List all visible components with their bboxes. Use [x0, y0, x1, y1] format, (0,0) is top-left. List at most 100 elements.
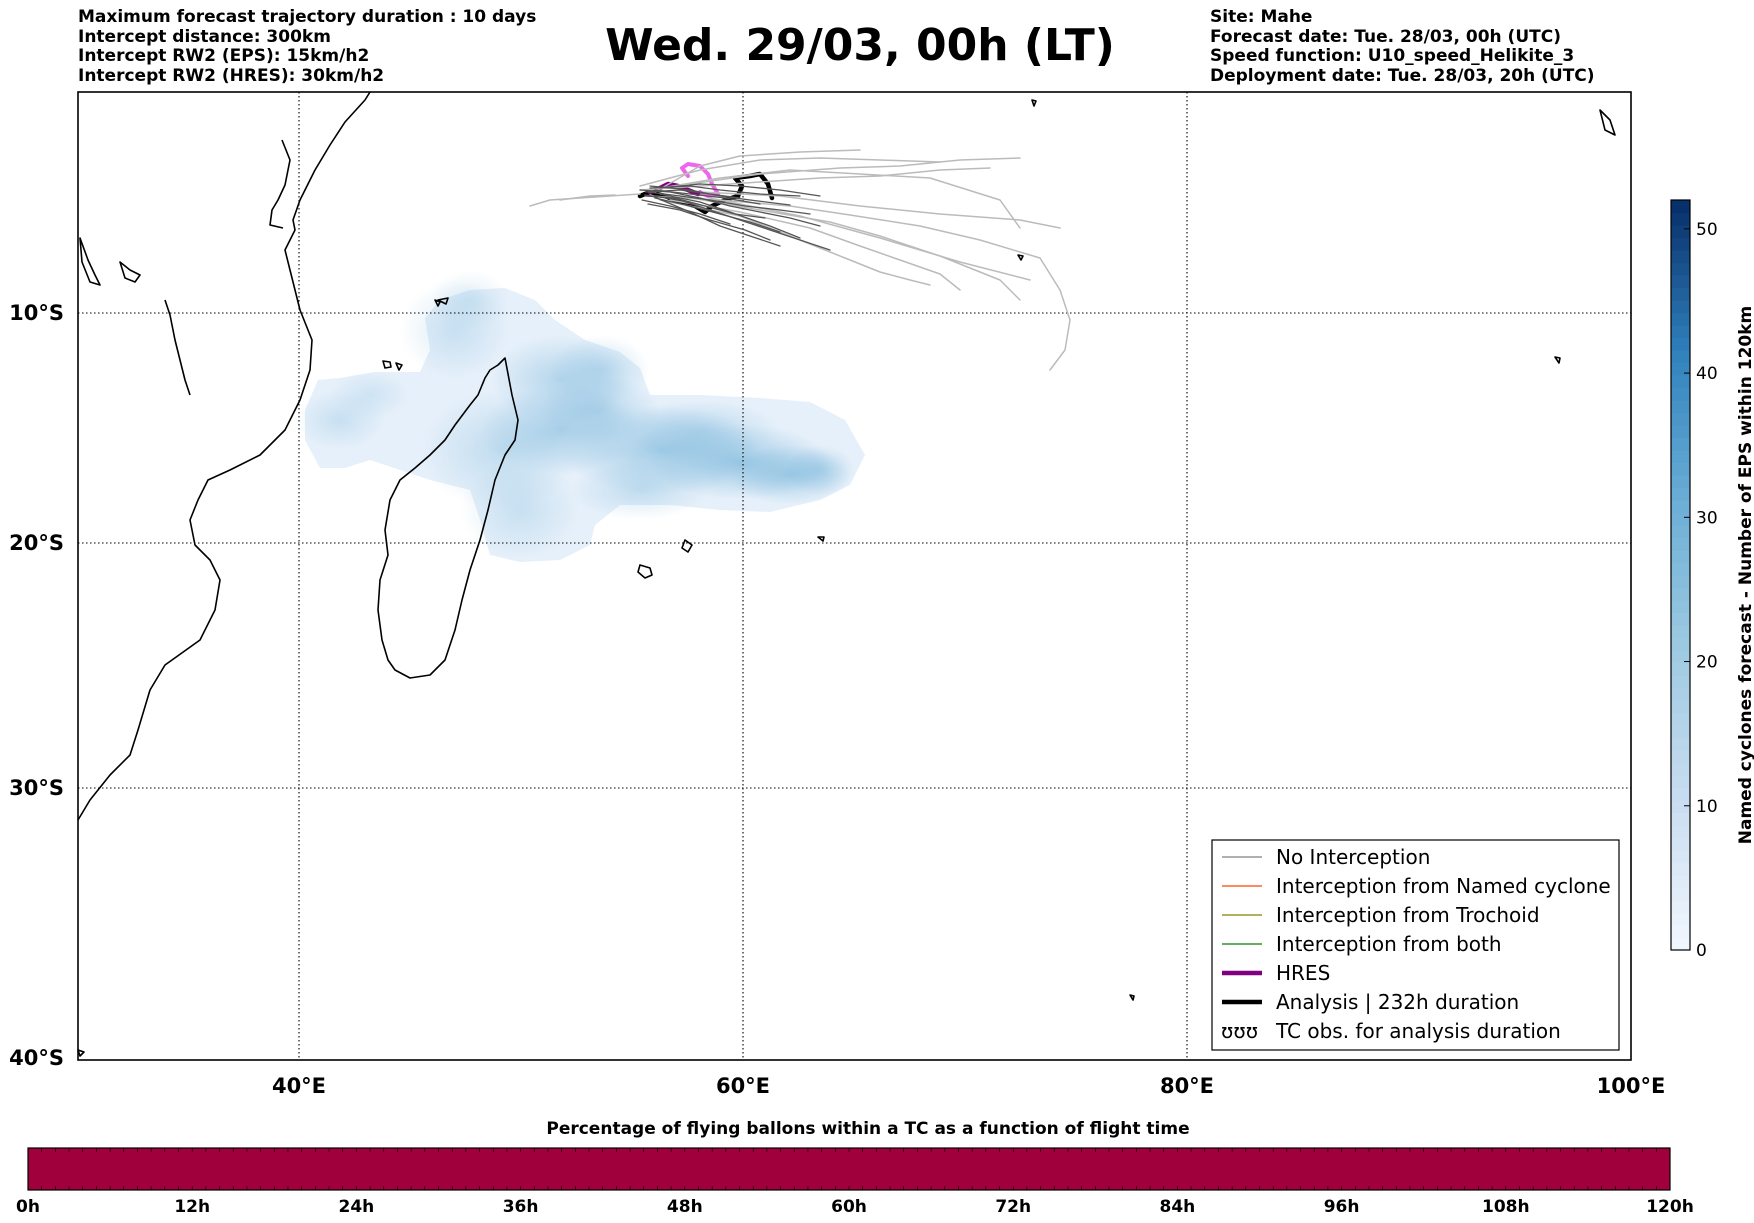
colorbar-segment [1671, 350, 1690, 364]
colorbar-segment [1671, 862, 1690, 876]
flight-tick-label: 96h [1324, 1197, 1360, 1217]
latitude-label: 30°S [9, 776, 64, 800]
density-cell [540, 375, 660, 445]
legend-label: TC obs. for analysis duration [1275, 1019, 1561, 1043]
colorbar-segment [1671, 400, 1690, 414]
colorbar-segment [1671, 700, 1690, 714]
legend-box [1211, 839, 1620, 1051]
colorbar-tick-label: 40 [1696, 364, 1718, 384]
colorbar-segment [1671, 262, 1690, 276]
colorbar-segment [1671, 550, 1690, 564]
colorbar-segment [1671, 712, 1690, 726]
colorbar-segment [1671, 675, 1690, 689]
ensemble-trajectory [654, 189, 761, 205]
island-southwest [77, 1049, 85, 1057]
comoros-island [382, 360, 392, 369]
density-cell [430, 270, 510, 330]
flight-tick-label: 12h [174, 1197, 210, 1217]
header-right-line: Deployment date: Tue. 28/03, 20h (UTC) [1210, 65, 1595, 86]
colorbar-segment [1671, 825, 1690, 839]
hres-trajectory-light [680, 162, 720, 198]
map-axis-labels: 10°S 20°S 30°S 40°S 40°E 60°E 80°E 100°E [9, 301, 1665, 1098]
header-right-info: Site: Mahe Forecast date: Tue. 28/03, 00… [1210, 7, 1595, 86]
ensemble-trajectory [649, 169, 1021, 229]
ensemble-trajectory [679, 195, 1021, 301]
colorbar-segment [1671, 450, 1690, 464]
colorbar-segment [1671, 600, 1690, 614]
header-left-line: Maximum forecast trajectory duration : 1… [78, 7, 537, 27]
main-title: Wed. 29/03, 00h (LT) [605, 20, 1115, 71]
named-cyclone-density-layer [295, 270, 855, 560]
legend-label: No Interception [1276, 845, 1430, 869]
longitude-label: 100°E [1597, 1074, 1666, 1098]
ensemble-trajectory [647, 191, 811, 215]
header-right-line: Site: Mahe [1210, 7, 1313, 27]
flight-tick-label: 24h [339, 1197, 375, 1217]
colorbar-segment [1671, 212, 1690, 226]
latitude-label: 10°S [9, 301, 64, 325]
latitude-label: 40°S [9, 1046, 64, 1070]
comoros-island [395, 362, 403, 371]
colorbar-segment [1671, 362, 1690, 376]
ensemble-trajectory [559, 194, 616, 201]
colorbar-segment [1671, 887, 1690, 901]
trajectory-layer [529, 149, 1071, 371]
colorbar-tick-label: 0 [1696, 941, 1707, 961]
colorbar-segment [1671, 912, 1690, 926]
flight-tick-label: 120h [1646, 1197, 1694, 1217]
colorbar-segment [1671, 937, 1690, 951]
lake-malawi [119, 261, 141, 283]
seychelles-island [434, 299, 441, 307]
colorbar-segment [1671, 587, 1690, 601]
ensemble-trajectory [639, 167, 991, 191]
colorbar-segment [1671, 325, 1690, 339]
colorbar-segment [1671, 900, 1690, 914]
ensemble-trajectory [689, 157, 1021, 185]
colorbar-label: Named cyclones forecast - Number of EPS … [1736, 306, 1754, 845]
colorbar-segment [1671, 487, 1690, 501]
header-left-line: Intercept RW2 (HRES): 30km/h2 [78, 65, 385, 86]
colorbar-tick-label: 10 [1696, 797, 1718, 817]
mascarene-island-mauritius [681, 539, 693, 553]
ensemble-trajectory [699, 191, 1061, 229]
longitude-label: 40°E [272, 1074, 326, 1098]
colorbar-segment [1671, 925, 1690, 939]
colorbar-segment [1671, 737, 1690, 751]
colorbar-segment [1671, 512, 1690, 526]
ensemble-trajectory [669, 199, 961, 291]
ensemble-trajectory [649, 195, 1071, 371]
flight-tick-label: 60h [831, 1197, 867, 1217]
colorbar-segment [1671, 850, 1690, 864]
colorbar-segment [1671, 687, 1690, 701]
colorbar-segment [1671, 775, 1690, 789]
flight-bar-title: Percentage of flying ballons within a TC… [546, 1119, 1189, 1139]
ensemble-trajectory [654, 149, 861, 193]
flight-tick-label: 72h [995, 1197, 1031, 1217]
cyclone-count-colorbar: 0 10 20 30 40 50 Named cyclones forecast - Num… [1670, 199, 1754, 961]
colorbar-segment [1671, 837, 1690, 851]
ensemble-trajectory [649, 185, 791, 206]
colorbar-segment [1671, 812, 1690, 826]
colorbar-segment [1671, 250, 1690, 264]
colorbar-segment [1671, 237, 1690, 251]
ensemble-trajectory [639, 157, 941, 187]
lake-tanganyika [79, 237, 101, 286]
colorbar-segment [1671, 625, 1690, 639]
flight-time-ticks: 0h 12h 24h 36h 48h 60h 72h 84h 96h 108h 120h [16, 1148, 1694, 1217]
colorbar-segment [1671, 662, 1690, 676]
colorbar-segment [1671, 750, 1690, 764]
colorbar-segment [1671, 475, 1690, 489]
colorbar-segment [1671, 300, 1690, 314]
header-left-line: Intercept RW2 (EPS): 15km/h2 [78, 46, 370, 66]
colorbar-segment [1671, 787, 1690, 801]
flight-tick-label: 0h [16, 1197, 40, 1217]
colorbar-segment [1671, 762, 1690, 776]
ensemble-trajectory [654, 197, 781, 233]
colorbar-segment [1671, 387, 1690, 401]
colorbar-segment [1671, 412, 1690, 426]
north-coast-fragment [269, 139, 291, 229]
colorbar-segment [1671, 637, 1690, 651]
map-legend: No Interception Interception from Named c… [1211, 839, 1620, 1051]
colorbar-segment [1671, 437, 1690, 451]
